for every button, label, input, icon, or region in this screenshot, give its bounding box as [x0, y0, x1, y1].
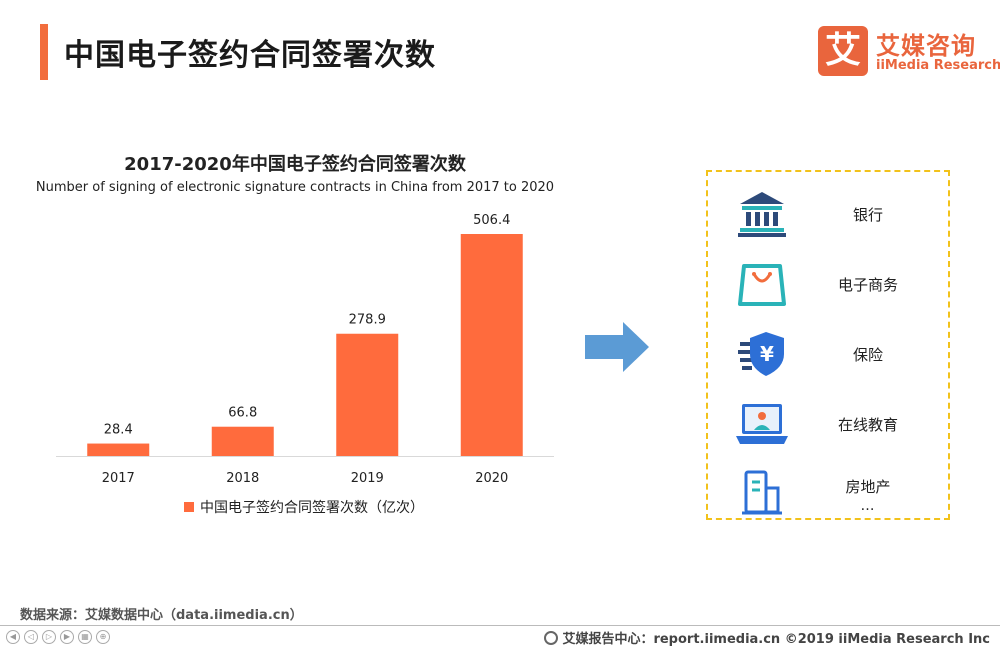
panel-label-insurance: 保险	[852, 346, 883, 364]
page-title: 中国电子签约合同签署次数	[64, 38, 436, 73]
footer-credit: 艾媒报告中心：report.iimedia.cn ©2019 iiMedia R…	[544, 628, 990, 647]
panel-label-ecommerce: 电子商务	[837, 276, 898, 294]
building-icon	[742, 470, 782, 515]
chart-legend: 中国电子签约合同签署次数（亿次）	[184, 499, 424, 516]
footer-text: 艾媒报告中心：report.iimedia.cn ©2019 iiMedia R…	[562, 632, 990, 647]
globe-icon	[544, 630, 559, 645]
bank-icon	[738, 192, 786, 237]
logo-mark: 艾	[818, 26, 868, 76]
grid-view-icon[interactable]: ▦	[78, 630, 92, 644]
prev-page-icon[interactable]: ◁	[24, 630, 38, 644]
last-page-icon[interactable]: ▶	[60, 630, 74, 644]
panel-item-insurance: ¥ 保险	[708, 326, 948, 386]
logo-en-text: iiMedia Research	[876, 58, 1000, 73]
panel-label-bank: 银行	[852, 206, 883, 224]
bar-2017	[87, 443, 150, 456]
legend-label: 中国电子签约合同签署次数（亿次）	[200, 499, 424, 516]
arrow-right-icon	[585, 322, 649, 372]
data-label-2018: 66.8	[228, 406, 257, 421]
legend-swatch	[184, 502, 194, 512]
insurance-shield-icon: ¥	[738, 332, 784, 376]
panel-more-ellipsis: …	[860, 498, 876, 514]
x-tick-label-2017: 2017	[102, 471, 135, 486]
title-accent-bar	[40, 24, 48, 80]
chart-subtitle: Number of signing of electronic signatur…	[35, 180, 555, 195]
panel-label-real-estate: 房地产	[845, 478, 891, 496]
footer-nav: ◀ ◁ ▷ ▶ ▦ ⊕	[6, 630, 110, 646]
first-page-icon[interactable]: ◀	[6, 630, 20, 644]
svg-text:¥: ¥	[760, 342, 774, 366]
x-tick-label-2019: 2019	[351, 471, 384, 486]
chart-title: 2017-2020年中国电子签约合同签署次数	[124, 154, 466, 175]
footer-divider	[0, 625, 1000, 626]
laptop-teacher-icon	[736, 404, 788, 444]
bar-2018	[211, 426, 274, 456]
next-page-icon[interactable]: ▷	[42, 630, 56, 644]
panel-item-real-estate: 房地产	[708, 464, 948, 524]
data-label-2020: 506.4	[473, 213, 510, 228]
panel-item-bank: 银行	[708, 186, 948, 246]
zoom-icon[interactable]: ⊕	[96, 630, 110, 644]
panel-label-online-education: 在线教育	[837, 416, 898, 434]
panel-item-online-education: 在线教育	[708, 396, 948, 456]
data-label-2019: 278.9	[349, 313, 386, 328]
bar-2020	[460, 234, 523, 456]
panel-item-ecommerce: 电子商务	[708, 256, 948, 316]
bar-chart: 28.4 2017 66.8 2018 278.9 2019 506.4 2020 中国电子签约…	[56, 213, 554, 516]
data-label-2017: 28.4	[104, 423, 133, 438]
x-tick-label-2020: 2020	[475, 471, 508, 486]
application-panel: 银行 电子商务 ¥ 保险 在线教育	[706, 170, 950, 520]
logo-cn-text: 艾媒咨询	[876, 32, 976, 60]
iimedia-logo: 艾 艾媒咨询 iiMedia Research	[818, 24, 1000, 80]
shopping-bag-icon	[738, 264, 786, 306]
x-tick-label-2018: 2018	[226, 471, 259, 486]
data-source: 数据来源：艾媒数据中心（data.iimedia.cn）	[20, 608, 303, 623]
bar-2019	[336, 333, 399, 456]
